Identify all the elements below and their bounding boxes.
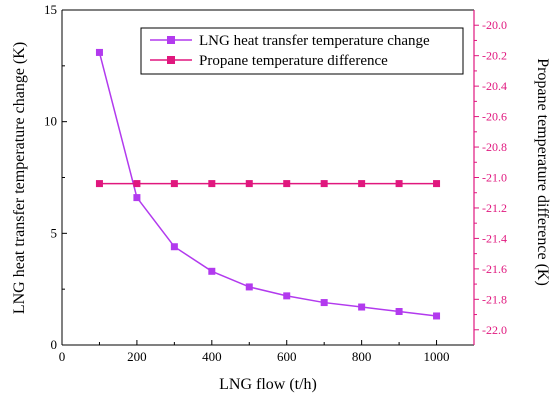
series-1-point xyxy=(170,180,178,188)
legend: LNG heat transfer temperature change Pro… xyxy=(140,27,464,75)
legend-entry-propane: Propane temperature difference xyxy=(150,53,388,69)
series-1-point xyxy=(395,180,403,188)
series-0-point xyxy=(283,292,291,300)
y-right-tick-label: -20.4 xyxy=(482,79,507,93)
y-axis-left-title: LNG heat transfer temperature change (K) xyxy=(11,42,28,314)
y-right-tick-label: -20.2 xyxy=(482,49,507,63)
y-left-tick-label: 15 xyxy=(44,2,57,17)
y-right-tick-label: -21.2 xyxy=(482,201,507,215)
x-axis: 0 200 400 600 800 1000 xyxy=(59,340,450,364)
y-left-tick-label: 0 xyxy=(51,337,58,352)
x-tick-label: 400 xyxy=(202,349,222,364)
series-1-point xyxy=(245,180,253,188)
x-axis-title: LNG flow (t/h) xyxy=(219,376,317,393)
y-axis-left: 0 5 10 15 xyxy=(44,2,67,352)
legend-box xyxy=(140,27,464,75)
y-right-tick-label: -21.6 xyxy=(482,262,507,276)
y-left-tick-label: 10 xyxy=(44,114,57,129)
legend-marker-propane xyxy=(167,56,175,64)
x-tick-label: 0 xyxy=(59,349,66,364)
series-1-point xyxy=(133,180,141,188)
legend-marker-lng xyxy=(167,36,175,44)
series-0-point xyxy=(320,299,328,307)
series-1-point xyxy=(320,180,328,188)
y-right-tick-label: -22.0 xyxy=(482,323,507,337)
series-0-point xyxy=(95,48,103,56)
series-0-point xyxy=(395,308,403,315)
y-left-tick-label: 5 xyxy=(51,225,58,240)
x-tick-label: 800 xyxy=(352,349,372,364)
legend-label-lng: LNG heat transfer temperature change xyxy=(199,33,430,49)
legend-entry-lng: LNG heat transfer temperature change xyxy=(150,33,430,49)
y-axis-right-title: Propane temperature difference (K) xyxy=(534,58,550,286)
y-axis-right: -20.0 -20.2 -20.4 -20.6 -20.8 -21.0 -21.2 -21.4… xyxy=(474,18,507,337)
series-1-point xyxy=(283,180,291,188)
series-0-point xyxy=(245,283,253,291)
y-right-tick-label: -21.0 xyxy=(482,171,507,185)
series-1-point xyxy=(95,180,103,188)
y-right-tick-label: -20.6 xyxy=(482,110,507,124)
series-0-point xyxy=(208,267,216,275)
x-tick-label: 1000 xyxy=(424,349,450,364)
y-right-tick-label: -20.0 xyxy=(482,18,507,32)
y-right-tick-label: -20.8 xyxy=(482,140,507,154)
series-1-point xyxy=(208,180,216,188)
series-line-0 xyxy=(98,52,437,317)
y-right-tick-label: -21.8 xyxy=(482,292,507,306)
x-tick-label: 600 xyxy=(277,349,297,364)
series-0-point xyxy=(133,194,141,202)
series-0-point xyxy=(170,243,178,251)
legend-label-propane: Propane temperature difference xyxy=(199,53,388,69)
series-0-point xyxy=(433,312,441,320)
y-right-tick-label: -21.4 xyxy=(482,231,507,245)
series-layer xyxy=(95,48,441,320)
series-1-point xyxy=(433,180,441,188)
series-1-point xyxy=(358,180,366,188)
x-tick-label: 200 xyxy=(127,349,147,364)
series-0-point xyxy=(358,303,366,311)
